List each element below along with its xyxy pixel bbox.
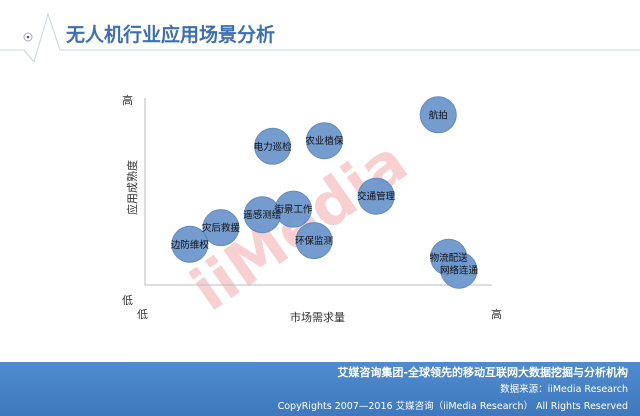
bubble-point xyxy=(202,209,240,247)
bubble-point xyxy=(440,251,478,289)
bubble-label: 边防维权 xyxy=(171,239,210,251)
footer-source: 数据来源：iiMedia Research xyxy=(500,384,628,395)
bubble-point xyxy=(419,96,457,134)
bubble-label: 农业植保 xyxy=(305,135,344,147)
bubble-label: 遥感测绘 xyxy=(243,209,282,221)
footer-copyright: CopyRights 2007—2016 艾媒咨询（iiMedia Resear… xyxy=(277,401,628,412)
page-title: 无人机行业应用场景分析 xyxy=(66,24,276,46)
x-tick-low: 低 xyxy=(137,308,148,321)
footer-slogan: 艾媒咨询集团-全球领先的移动互联网大数据挖掘与分析机构 xyxy=(337,366,628,379)
bubble-label: 交通管理 xyxy=(357,191,396,203)
bubble-label: 航拍 xyxy=(429,109,448,121)
bubble-label: 灾后救援 xyxy=(202,222,241,234)
y-tick-low: 低 xyxy=(122,294,133,307)
x-axis-label: 市场需求量 xyxy=(290,310,345,324)
bubble-label: 电力巡检 xyxy=(254,141,293,153)
bubble-point xyxy=(171,225,209,263)
header-decoration xyxy=(0,12,640,64)
bubble-point xyxy=(254,127,292,165)
bubble-label: 环保监测 xyxy=(295,235,333,247)
footer: 艾媒咨询集团-全球领先的移动互联网大数据挖掘与分析机构 数据来源：iiMedia… xyxy=(0,362,640,416)
bubble-point xyxy=(357,177,395,215)
bubble-label: 街景工作 xyxy=(274,204,313,216)
bubble-label: 物流配送 xyxy=(430,252,469,264)
bubble-point xyxy=(295,222,333,260)
x-tick-high: 高 xyxy=(491,307,502,321)
bubble-label: 网络连通 xyxy=(440,265,479,277)
y-axis-label: 应用成熟度 xyxy=(125,160,139,215)
y-tick-high: 高 xyxy=(122,93,133,107)
bubble-point xyxy=(305,122,343,160)
bubble-point xyxy=(243,196,281,234)
